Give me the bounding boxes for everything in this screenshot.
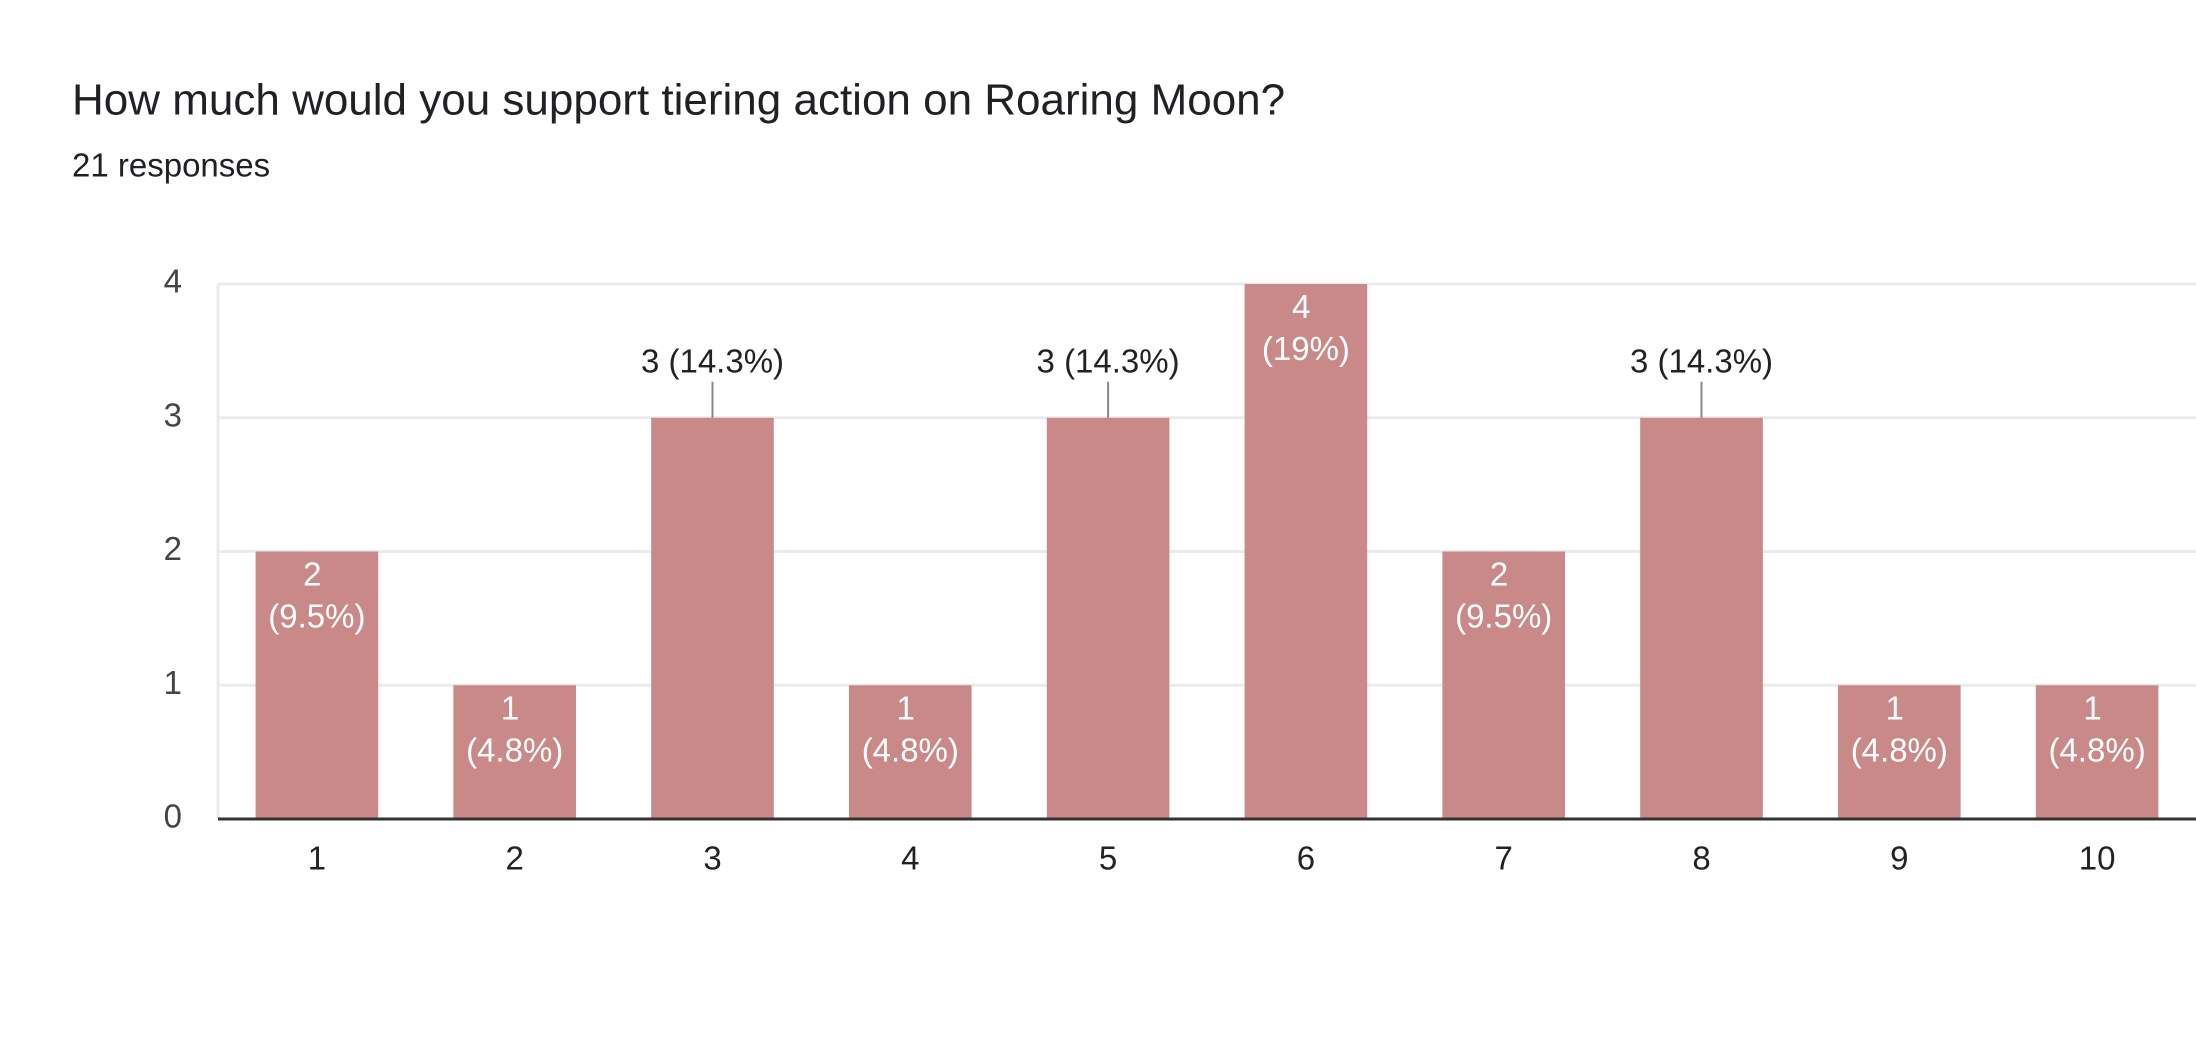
data-label: 3 (14.3%) — [1037, 342, 1180, 379]
x-tick-label: 1 — [308, 840, 326, 877]
y-tick-label: 2 — [164, 530, 182, 567]
data-label: 1 (4.8%) — [862, 689, 959, 768]
x-tick-label: 7 — [1495, 840, 1513, 877]
data-label: 4 (19%) — [1262, 288, 1350, 367]
bar — [1442, 551, 1566, 819]
x-tick-label: 4 — [901, 840, 919, 877]
bar — [651, 417, 774, 819]
chart-title: How much would you support tiering actio… — [72, 76, 1285, 125]
data-label: 1 (4.8%) — [466, 689, 563, 768]
data-label: 1 (4.8%) — [2048, 689, 2145, 768]
data-label: 2 (9.5%) — [268, 555, 365, 634]
y-tick-label: 0 — [164, 798, 182, 835]
bar — [2035, 685, 2159, 819]
bar — [1640, 417, 1763, 819]
data-label: 1 (4.8%) — [1851, 689, 1948, 768]
bar — [1837, 685, 1961, 819]
bar — [1244, 284, 1368, 819]
bar — [453, 685, 577, 819]
data-label: 3 (14.3%) — [1630, 342, 1773, 379]
bar — [848, 685, 972, 819]
x-tick-label: 2 — [506, 840, 524, 877]
bar — [255, 551, 379, 819]
data-label: 2 (9.5%) — [1455, 555, 1552, 634]
data-label: 3 (14.3%) — [641, 342, 784, 379]
bar — [1046, 417, 1170, 819]
x-tick-label: 6 — [1297, 840, 1315, 877]
y-tick-label: 1 — [164, 664, 182, 701]
x-tick-label: 10 — [2079, 840, 2116, 877]
y-tick-label: 4 — [164, 263, 182, 300]
y-tick-label: 3 — [164, 396, 182, 433]
chart-subtitle: 21 responses — [72, 147, 270, 184]
x-tick-label: 8 — [1692, 840, 1710, 877]
x-tick-label: 3 — [703, 840, 721, 877]
x-tick-label: 5 — [1099, 840, 1117, 877]
x-tick-label: 9 — [1890, 840, 1908, 877]
